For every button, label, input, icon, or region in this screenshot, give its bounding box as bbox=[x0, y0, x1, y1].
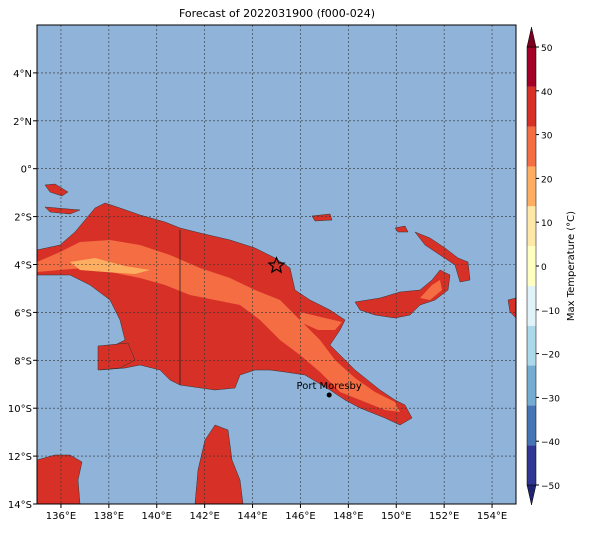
y-tick-label: 2°N bbox=[13, 117, 32, 128]
colorbar-bin bbox=[527, 246, 536, 286]
y-tick-label: 0° bbox=[21, 165, 32, 176]
y-tick-label: 10°S bbox=[8, 404, 32, 415]
y-tick-label: 14°S bbox=[8, 500, 32, 511]
colorbar-tick-label: −40 bbox=[541, 438, 560, 448]
colorbar-tick-label: 50 bbox=[541, 44, 553, 54]
colorbar-tick-label: 30 bbox=[541, 132, 553, 142]
x-tick-label: 146°E bbox=[285, 511, 315, 522]
colorbar-tick-label: 10 bbox=[541, 219, 553, 229]
city-marker bbox=[326, 392, 332, 398]
x-tick-label: 144°E bbox=[237, 511, 267, 522]
colorbar-extend-low bbox=[526, 484, 537, 506]
x-tick-label: 136°E bbox=[46, 511, 76, 522]
x-tick-label: 154°E bbox=[477, 511, 507, 522]
colorbar-tick-label: −50 bbox=[541, 482, 560, 492]
colorbar-tick-label: 20 bbox=[541, 175, 553, 185]
colorbar-bin bbox=[527, 126, 536, 167]
city-label: Port Moresby bbox=[297, 381, 362, 392]
x-tick-label: 152°E bbox=[429, 511, 459, 522]
colorbar-bin bbox=[527, 405, 536, 446]
y-tick-label: 4°N bbox=[13, 69, 32, 80]
x-tick-label: 148°E bbox=[333, 511, 363, 522]
colorbar-tick-label: −30 bbox=[541, 394, 560, 404]
colorbar-extend-high bbox=[526, 26, 537, 48]
colorbar-bin bbox=[527, 206, 536, 247]
x-tick-label: 150°E bbox=[381, 511, 411, 522]
colorbar-bin bbox=[527, 166, 536, 207]
colorbar-bin bbox=[527, 365, 536, 406]
x-tick-label: 140°E bbox=[142, 511, 172, 522]
colorbar-bin bbox=[527, 325, 536, 366]
colorbar-label: Max Temperature (°C) bbox=[566, 211, 577, 321]
y-tick-label: 4°S bbox=[14, 261, 32, 272]
colorbar-tick-label: 40 bbox=[541, 88, 553, 98]
colorbar-bin bbox=[527, 47, 536, 87]
y-tick-label: 12°S bbox=[8, 452, 32, 463]
y-tick-label: 2°S bbox=[14, 213, 32, 224]
colorbar-bin bbox=[527, 86, 536, 127]
y-tick-label: 8°S bbox=[14, 356, 32, 367]
colorbar-tick-label: 0 bbox=[541, 263, 547, 273]
colorbar-bin bbox=[527, 445, 536, 485]
colorbar-bin bbox=[527, 285, 536, 326]
x-tick-label: 138°E bbox=[94, 511, 124, 522]
title: Forecast of 2022031900 (f000-024) bbox=[179, 7, 375, 20]
land bbox=[37, 183, 516, 504]
colorbar-tick-label: −10 bbox=[541, 307, 560, 317]
colorbar-tick-label: −20 bbox=[541, 351, 560, 361]
x-tick-label: 142°E bbox=[189, 511, 219, 522]
y-tick-label: 6°S bbox=[14, 308, 32, 319]
star-marker bbox=[267, 256, 286, 274]
